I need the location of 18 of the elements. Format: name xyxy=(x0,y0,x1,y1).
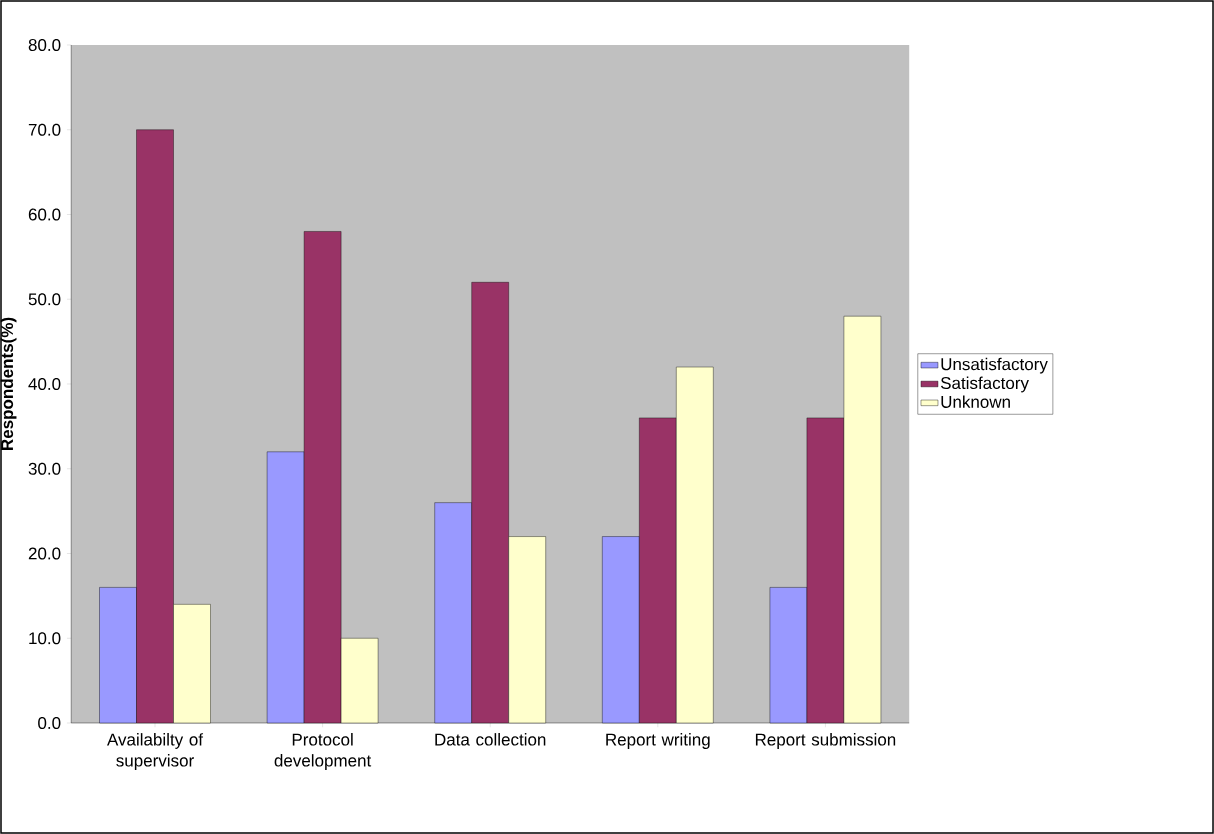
x-tick-label: Report writing xyxy=(606,733,710,749)
y-tick-label: 40.0 xyxy=(28,377,61,391)
x-tick-label: Protocol development xyxy=(274,733,372,770)
y-tick-label: 50.0 xyxy=(28,293,61,306)
y-tick-label: 80.0 xyxy=(28,38,61,52)
legend-label: Unknown xyxy=(941,395,1010,408)
y-tick-label: 0.0 xyxy=(38,716,61,730)
legend-label: Satisfactory xyxy=(940,376,1029,393)
x-tick-label: Data collection xyxy=(435,733,546,746)
y-tick-label: 20.0 xyxy=(28,547,61,560)
y-tick-label: 30.0 xyxy=(28,462,61,475)
y-tick-label: 70.0 xyxy=(28,123,61,136)
legend-label: Unsatisfactory xyxy=(941,357,1048,374)
y-axis-title: Respondents(%) xyxy=(0,317,17,450)
y-tick-label: 60.0 xyxy=(28,208,61,221)
x-tick-label: Report submission xyxy=(755,733,896,749)
x-tick-label: Availabilty of supervisor xyxy=(107,733,204,770)
y-tick-label: 10.0 xyxy=(29,632,61,645)
